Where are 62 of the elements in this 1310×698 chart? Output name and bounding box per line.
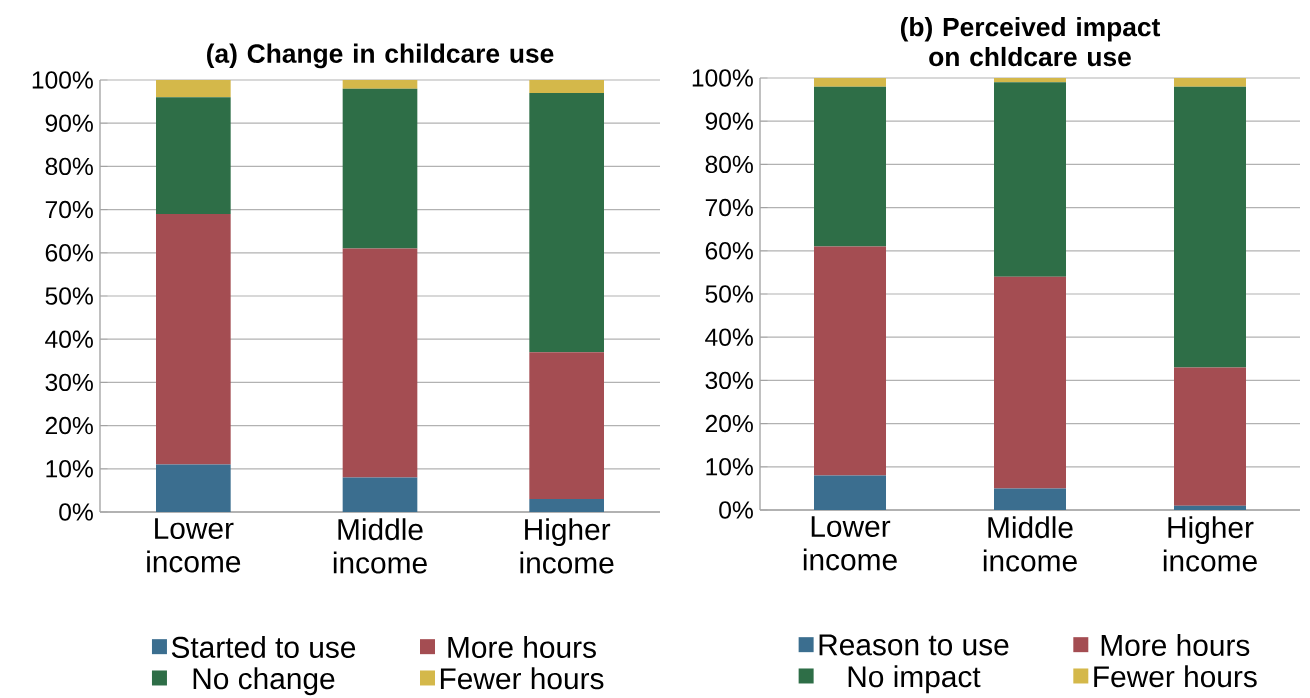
bar bbox=[342, 477, 418, 512]
y-tick-label: 70% bbox=[45, 200, 93, 219]
legend-label: Fewer hours bbox=[1094, 665, 1257, 688]
bar bbox=[342, 80, 418, 89]
bar bbox=[814, 78, 887, 87]
bar bbox=[814, 86, 887, 247]
x-tick-label: Higher income bbox=[1163, 516, 1257, 572]
legend-label: No change bbox=[193, 667, 335, 696]
bar bbox=[994, 78, 1066, 83]
y-tick-label: 50% bbox=[705, 285, 753, 303]
y-tick-label: 50% bbox=[45, 287, 93, 305]
bar bbox=[994, 488, 1066, 510]
x-tick-label: Lower income bbox=[803, 516, 897, 571]
y-tick-label: 10% bbox=[46, 460, 93, 478]
y-tick-label: 30% bbox=[45, 373, 93, 392]
y-tick-label: 30% bbox=[705, 371, 753, 390]
bar bbox=[156, 213, 231, 465]
y-tick-label: 90% bbox=[705, 112, 753, 130]
y-tick-label: 70% bbox=[705, 198, 753, 217]
legend-label: No impact bbox=[848, 665, 981, 694]
y-tick-label: 40% bbox=[45, 330, 93, 348]
legend-label: More hours bbox=[448, 636, 596, 658]
bar bbox=[994, 276, 1066, 489]
bar bbox=[994, 82, 1066, 277]
bar bbox=[156, 97, 231, 214]
bar bbox=[156, 464, 231, 512]
y-tick-label: 0% bbox=[59, 503, 93, 521]
x-tick-label: Higher income bbox=[520, 518, 614, 574]
bar bbox=[529, 92, 604, 353]
x-tick-label: Lower income bbox=[147, 518, 241, 573]
x-tick-label: Middle income bbox=[983, 516, 1077, 572]
bar bbox=[1174, 367, 1246, 506]
bar bbox=[342, 88, 418, 249]
y-tick-label: 60% bbox=[705, 242, 753, 260]
bar bbox=[814, 475, 887, 510]
legend-label: Fewer hours bbox=[440, 667, 604, 690]
y-tick-label: 20% bbox=[705, 414, 753, 433]
y-tick-label: 20% bbox=[45, 416, 93, 435]
y-tick-label: 40% bbox=[705, 328, 753, 346]
bar bbox=[529, 352, 604, 500]
legend-label: Reason to use bbox=[819, 634, 1009, 656]
bar bbox=[1174, 86, 1246, 368]
y-tick-label: 100% bbox=[32, 71, 93, 89]
bar bbox=[529, 499, 604, 512]
chart-title: (b) Perceived impact on chldcare use bbox=[900, 17, 1161, 67]
y-tick-label: 100% bbox=[692, 69, 753, 87]
y-tick-label: 80% bbox=[705, 155, 753, 174]
bar bbox=[342, 248, 418, 478]
bar bbox=[529, 80, 604, 93]
bar bbox=[156, 80, 231, 98]
y-tick-label: 0% bbox=[719, 501, 753, 519]
bar bbox=[1174, 505, 1246, 510]
bar bbox=[1174, 78, 1246, 87]
bar bbox=[814, 246, 887, 476]
y-tick-label: 80% bbox=[45, 157, 93, 176]
x-tick-label: Middle income bbox=[333, 518, 427, 574]
y-tick-label: 90% bbox=[45, 114, 93, 132]
legend-label: More hours bbox=[1101, 634, 1250, 656]
chart-title: (a) Change in childcare use bbox=[207, 43, 554, 69]
y-tick-label: 10% bbox=[706, 458, 753, 476]
legend-label: Started to use bbox=[171, 636, 356, 658]
y-tick-label: 60% bbox=[45, 244, 93, 262]
